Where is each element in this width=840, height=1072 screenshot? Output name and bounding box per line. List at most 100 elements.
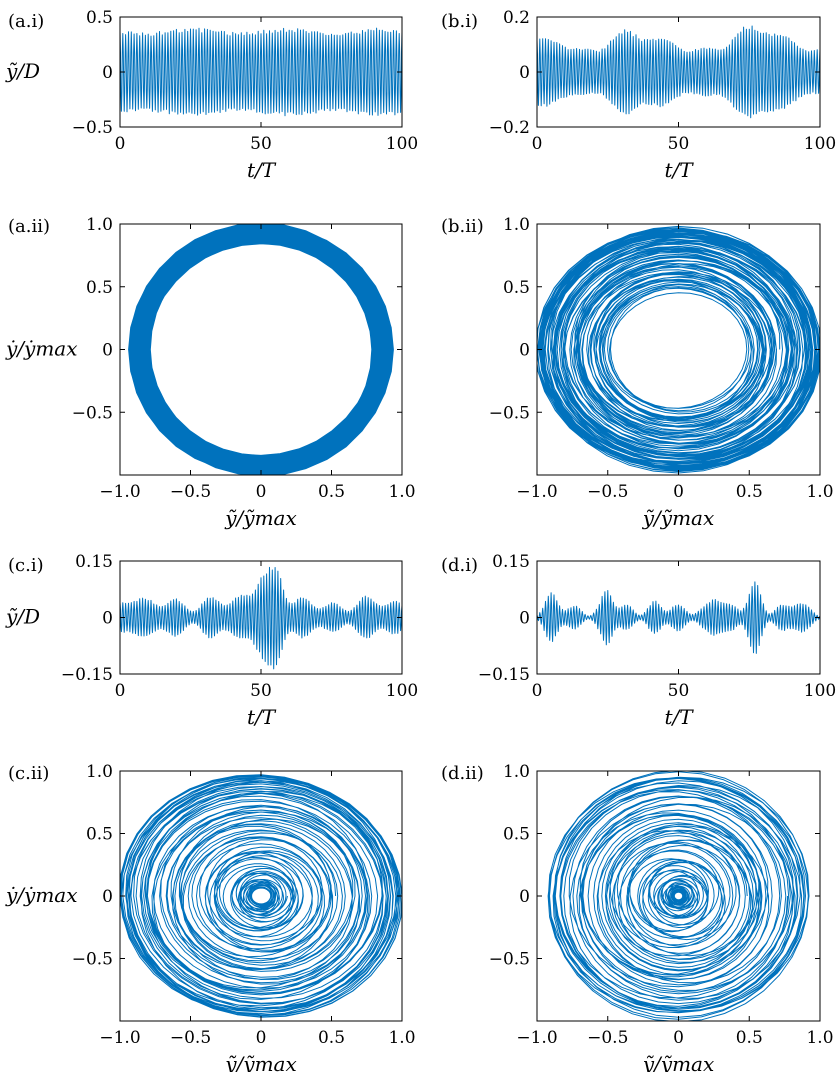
x-axis-label-d-ii: ỹ/ỹmax <box>642 1052 715 1072</box>
x-tick-label-a-ii-1: −0.5 <box>170 482 211 502</box>
x-tick-label-c-i-2: 100 <box>386 681 418 701</box>
panel-c-ii: −1.0 −0.5 0 0.5 1.0 −0.5 0 0.5 1.0 (c.ii) ỹ/ỹmax ẏ/… <box>5 762 416 1072</box>
x-tick-label-d-ii-3: 0.5 <box>736 1028 763 1048</box>
y-tick-label-b-ii-0: −0.5 <box>489 403 530 423</box>
y-tick-label-c-ii-0: −0.5 <box>72 950 113 970</box>
y-tick-label-b-ii-1: 0 <box>519 341 530 361</box>
y-tick-label-a-i-0: −0.5 <box>72 118 113 138</box>
axes-box-b-i <box>536 16 821 128</box>
x-tick-label-a-i-0: 0 <box>115 134 126 154</box>
y-tick-label-b-ii-3: 1.0 <box>503 215 530 235</box>
axes-box-a-ii <box>119 223 403 476</box>
panel-label-c-ii: (c.ii) <box>8 763 49 784</box>
panel-label-b-i: (b.i) <box>441 11 478 32</box>
x-axis-label-a-i: t/T <box>247 158 277 182</box>
y-tick-label-d-ii-0: −0.5 <box>489 950 530 970</box>
x-tick-label-c-ii-4: 1.0 <box>388 1028 415 1048</box>
series-line-d-ii <box>547 771 810 1021</box>
x-tick-label-c-ii-2: 0 <box>256 1028 267 1048</box>
x-axis-label-c-i: t/T <box>247 705 277 729</box>
y-tick-label-d-i-2: 0.15 <box>492 552 530 572</box>
y-tick-label-d-i-0: −0.15 <box>478 665 530 685</box>
y-tick-label-c-i-2: 0.15 <box>75 552 113 572</box>
y-tick-label-c-i-0: −0.15 <box>61 665 113 685</box>
y-tick-label-a-ii-0: −0.5 <box>72 403 113 423</box>
y-tick-label-d-i-1: 0 <box>519 609 530 629</box>
y-tick-label-d-ii-2: 0.5 <box>503 825 530 845</box>
x-axis-label-b-ii: ỹ/ỹmax <box>642 506 715 530</box>
x-tick-label-b-i-0: 0 <box>532 134 543 154</box>
x-tick-label-a-i-2: 100 <box>386 134 418 154</box>
x-tick-label-c-ii-0: −1.0 <box>99 1028 140 1048</box>
series-line-a-i <box>120 27 402 117</box>
panel-label-a-i: (a.i) <box>8 11 44 32</box>
y-tick-label-c-ii-3: 1.0 <box>86 762 113 782</box>
series-line-c-ii <box>120 774 402 1018</box>
y-tick-label-a-ii-2: 0.5 <box>86 278 113 298</box>
axes-box-d-i <box>536 560 821 675</box>
panel-d-ii: −1.0 −0.5 0 0.5 1.0 −0.5 0 0.5 1.0 (d.ii) ỹ/ỹmax <box>441 762 834 1072</box>
x-axis-label-a-ii: ỹ/ỹmax <box>224 506 297 530</box>
y-tick-label-a-ii-3: 1.0 <box>86 215 113 235</box>
y-tick-label-a-i-1: 0 <box>102 63 113 83</box>
series-line-d-i <box>537 581 820 654</box>
x-tick-label-b-i-1: 50 <box>668 134 690 154</box>
x-tick-label-b-i-2: 100 <box>804 134 836 154</box>
x-tick-label-d-ii-4: 1.0 <box>806 1028 833 1048</box>
y-tick-label-a-i-2: 0.5 <box>86 8 113 28</box>
x-tick-label-d-i-0: 0 <box>532 681 543 701</box>
panel-label-b-ii: (b.ii) <box>441 216 484 237</box>
x-tick-label-d-ii-2: 0 <box>673 1028 684 1048</box>
y-tick-label-b-i-0: −0.2 <box>489 118 530 138</box>
y-tick-label-a-ii-1: 0 <box>102 341 113 361</box>
y-axis-label-a-ii: ẏ/ẏmax <box>5 337 78 361</box>
x-tick-label-c-ii-1: −0.5 <box>170 1028 211 1048</box>
panel-a-ii: −1.0 −0.5 0 0.5 1.0 −0.5 0 0.5 1.0 (a.ii) ỹ/ỹmax ẏ/… <box>5 215 416 530</box>
y-axis-label-a-i: ỹ/D <box>5 59 40 83</box>
x-tick-label-d-i-1: 50 <box>668 681 690 701</box>
panel-b-i: 0 50 100−0.200.2(b.i)t/T <box>441 8 836 182</box>
y-tick-label-b-ii-2: 0.5 <box>503 278 530 298</box>
y-axis-label-c-ii: ẏ/ẏmax <box>5 883 78 907</box>
series-line-b-ii <box>537 225 820 474</box>
x-tick-label-a-ii-0: −1.0 <box>99 482 140 502</box>
x-tick-label-a-ii-3: 0.5 <box>318 482 345 502</box>
y-tick-label-c-ii-1: 0 <box>102 887 113 907</box>
y-tick-label-c-i-1: 0 <box>102 609 113 629</box>
y-tick-label-d-ii-3: 1.0 <box>503 762 530 782</box>
x-tick-label-b-ii-4: 1.0 <box>806 482 833 502</box>
x-tick-label-d-ii-0: −1.0 <box>516 1028 557 1048</box>
x-tick-label-c-i-0: 0 <box>115 681 126 701</box>
x-tick-label-b-ii-1: −0.5 <box>587 482 628 502</box>
x-tick-label-b-ii-0: −1.0 <box>516 482 557 502</box>
panel-label-a-ii: (a.ii) <box>8 216 50 237</box>
y-tick-label-c-ii-2: 0.5 <box>86 825 113 845</box>
x-axis-label-b-i: t/T <box>664 158 694 182</box>
x-tick-label-d-i-2: 100 <box>804 681 836 701</box>
x-axis-label-c-ii: ỹ/ỹmax <box>224 1052 297 1072</box>
panel-label-c-i: (c.i) <box>8 555 44 576</box>
x-tick-label-a-ii-2: 0 <box>256 482 267 502</box>
y-tick-label-d-ii-1: 0 <box>519 887 530 907</box>
panel-label-d-ii: (d.ii) <box>441 763 484 784</box>
x-tick-label-c-ii-3: 0.5 <box>318 1028 345 1048</box>
panel-label-d-i: (d.i) <box>441 555 478 576</box>
panel-b-ii: −1.0 −0.5 0 0.5 1.0 −0.5 0 0.5 1.0 (b.ii) ỹ/ỹmax <box>441 215 834 530</box>
y-tick-label-b-i-2: 0.2 <box>503 8 530 28</box>
x-tick-label-a-ii-4: 1.0 <box>388 482 415 502</box>
x-tick-label-d-ii-1: −0.5 <box>587 1028 628 1048</box>
x-tick-label-a-i-1: 50 <box>250 134 272 154</box>
series-line-a-ii <box>128 224 394 475</box>
x-axis-label-d-i: t/T <box>664 705 694 729</box>
series-line-b-i <box>537 25 820 119</box>
x-tick-label-b-ii-3: 0.5 <box>736 482 763 502</box>
x-tick-label-c-i-1: 50 <box>250 681 272 701</box>
series-line-c-i <box>120 566 402 670</box>
y-tick-label-b-i-1: 0 <box>519 63 530 83</box>
x-tick-label-b-ii-2: 0 <box>673 482 684 502</box>
panel-a-i: 0 50 100−0.500.5(a.i)t/Tỹ/D <box>5 8 418 182</box>
y-axis-label-c-i: ỹ/D <box>5 605 40 629</box>
